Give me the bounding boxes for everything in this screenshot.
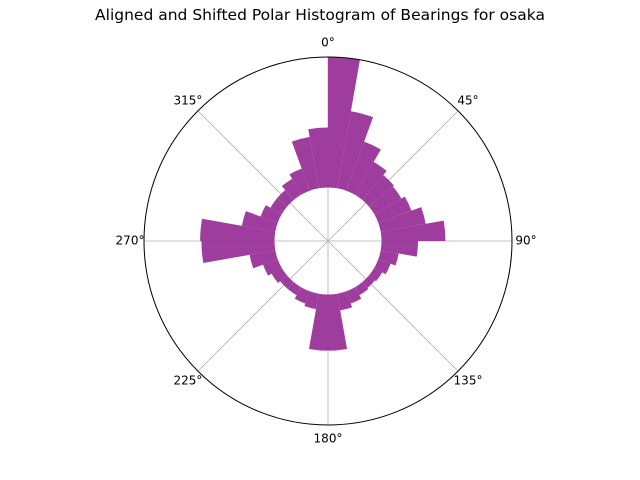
bar-355deg [308, 127, 328, 189]
bar-145deg [354, 281, 369, 296]
bar-255deg [249, 250, 278, 269]
bar-45deg [362, 175, 394, 207]
bar-5deg [328, 57, 360, 189]
bar-35deg [354, 161, 387, 201]
bar-165deg [337, 291, 353, 311]
theta-tick-label-315: 315° [174, 93, 203, 107]
bar-185deg [308, 293, 328, 351]
theta-tick-label-135: 135° [454, 374, 483, 388]
theta-tick-label-0: 0° [321, 36, 335, 50]
bar-285deg [241, 211, 278, 232]
chart-title: Aligned and Shifted Polar Histogram of B… [95, 6, 545, 24]
bar-235deg [271, 267, 288, 283]
bar-345deg [291, 136, 319, 191]
bar-315deg [277, 190, 294, 207]
bar-175deg [328, 293, 348, 351]
bar-25deg [346, 141, 381, 195]
theta-tick-label-270: 270° [116, 234, 145, 248]
bar-125deg [368, 267, 383, 282]
bar-75deg [378, 207, 426, 232]
bar-335deg [289, 168, 310, 195]
bar-205deg [294, 287, 310, 304]
bar-265deg [201, 241, 276, 263]
bar-15deg [337, 111, 374, 191]
bar-225deg [280, 275, 294, 289]
theta-tick-label-225: 225° [174, 374, 203, 388]
theta-tick-labels: 0° 45° 90° 135° 180° 225° 270° 315° [116, 36, 537, 446]
theta-tick-label-90: 90° [515, 234, 536, 248]
bar-135deg [362, 275, 375, 288]
bar-55deg [368, 186, 402, 215]
bar-155deg [346, 287, 362, 304]
bar-305deg [270, 198, 288, 215]
gridline-45 [327, 110, 459, 242]
bar-65deg [374, 196, 412, 223]
bar-195deg [304, 291, 319, 310]
bar-115deg [374, 259, 391, 275]
polar-frame [143, 56, 513, 426]
bar-95deg [380, 241, 419, 257]
gridline-135 [327, 240, 459, 372]
bar-105deg [378, 250, 399, 266]
bar-245deg [263, 259, 282, 276]
theta-tick-label-180: 180° [314, 432, 343, 446]
bars [200, 57, 446, 351]
bar-85deg [380, 220, 446, 241]
bar-215deg [287, 281, 302, 296]
theta-tick-label-45: 45° [457, 93, 478, 107]
bar-295deg [260, 205, 282, 223]
bar-275deg [200, 218, 276, 241]
bar-325deg [281, 178, 302, 201]
gridline-225 [197, 240, 329, 372]
gridline-315 [197, 110, 329, 242]
